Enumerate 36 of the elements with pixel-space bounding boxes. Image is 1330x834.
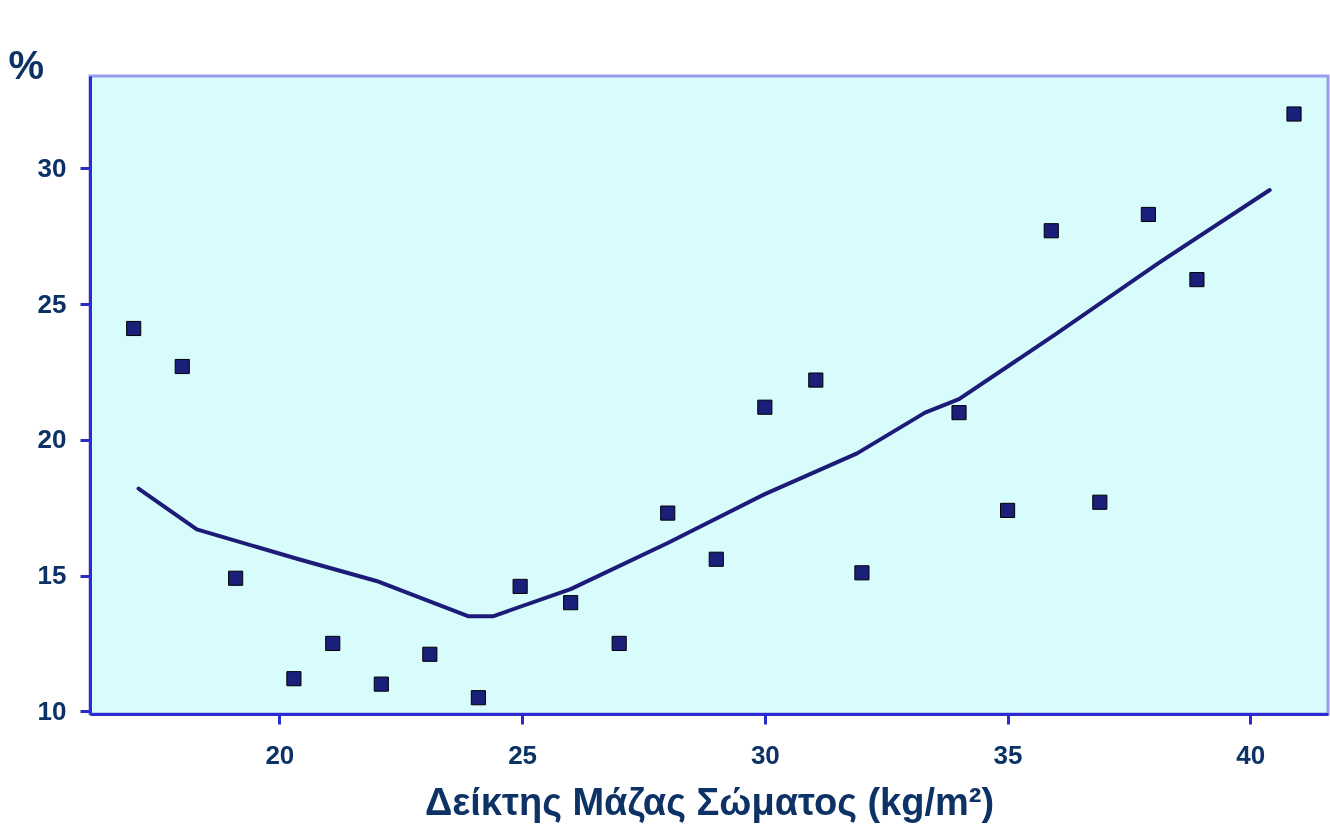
y-tick-label: 20	[37, 424, 67, 455]
point	[422, 646, 438, 662]
y-tick-label: 30	[37, 152, 67, 183]
point	[708, 551, 724, 567]
point	[1286, 106, 1302, 122]
y-tick-label: 10	[37, 695, 67, 726]
y-axis-title: %	[8, 42, 45, 87]
point	[470, 690, 486, 706]
y-tick-label: 15	[37, 560, 67, 591]
x-tick-label: 20	[265, 739, 295, 770]
point	[1189, 272, 1205, 288]
y-tick-label: 25	[37, 288, 67, 319]
x-tick-label: 25	[508, 739, 538, 770]
point	[854, 565, 870, 581]
point	[174, 358, 190, 375]
point	[1092, 494, 1108, 510]
point	[757, 399, 773, 415]
point	[1043, 223, 1059, 239]
point	[228, 570, 244, 586]
point	[286, 671, 302, 687]
x-axis-title: Δείκτης Μάζας Σώματος (kg/m²)	[424, 780, 995, 823]
point	[512, 578, 528, 594]
point	[951, 405, 967, 421]
x-tick-label: 30	[750, 739, 780, 770]
point	[373, 676, 389, 692]
point	[1000, 502, 1016, 518]
x-tick-label: 35	[993, 739, 1023, 770]
line-series	[136, 188, 1272, 619]
point	[660, 505, 676, 521]
point	[808, 372, 824, 388]
point	[325, 635, 341, 651]
x-tick-label: 40	[1236, 739, 1266, 770]
point	[1140, 206, 1156, 223]
point	[611, 635, 627, 651]
point	[126, 320, 142, 337]
point	[563, 595, 579, 611]
